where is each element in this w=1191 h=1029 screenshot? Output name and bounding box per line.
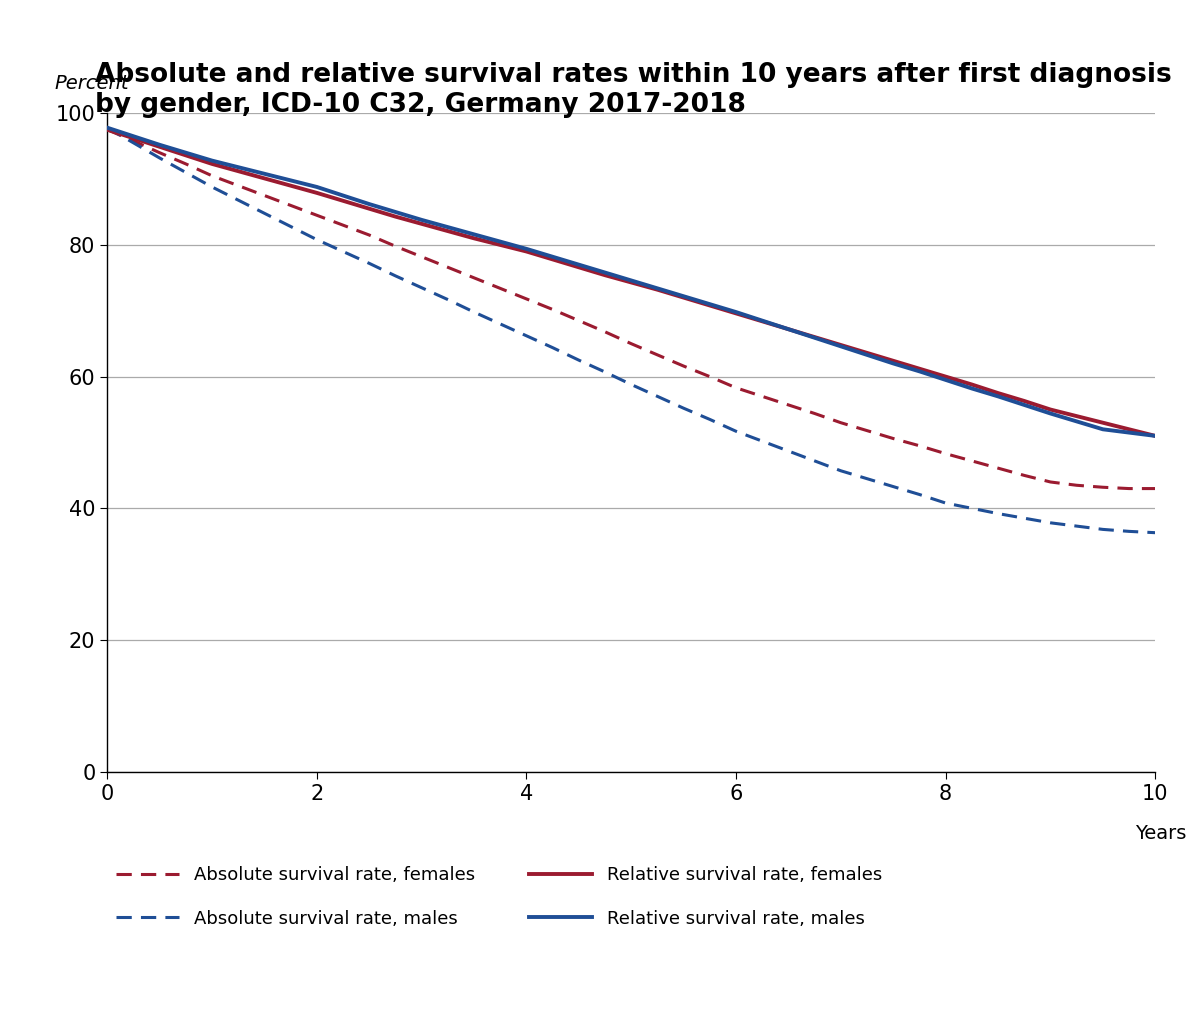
Text: Absolute and relative survival rates within 10 years after first diagnosis
by ge: Absolute and relative survival rates wit… xyxy=(95,62,1172,117)
Text: Percent: Percent xyxy=(55,74,130,94)
Text: Years: Years xyxy=(1135,824,1186,844)
Legend: Absolute survival rate, females, Absolute survival rate, males, Relative surviva: Absolute survival rate, females, Absolut… xyxy=(117,866,883,928)
